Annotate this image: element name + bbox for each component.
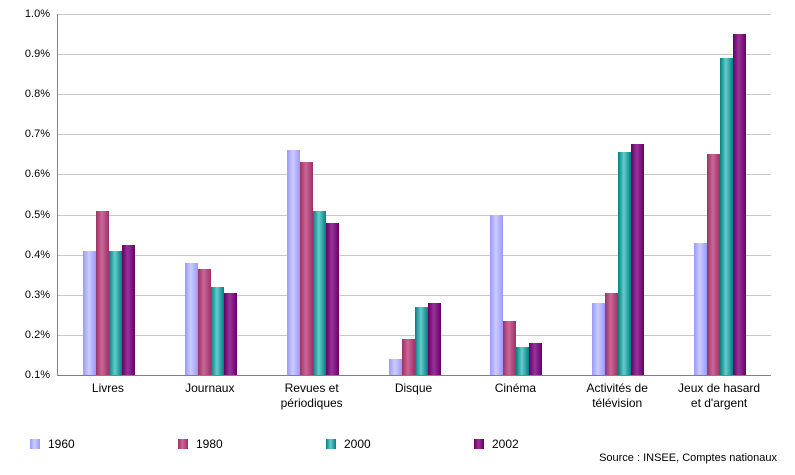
legend-label: 1960 bbox=[48, 437, 75, 451]
y-axis-tick-label: 0.8% bbox=[24, 88, 50, 101]
bar-2000 bbox=[618, 152, 632, 375]
bar-group bbox=[58, 14, 160, 375]
x-axis-category-label: Jeux de hasard et d'argent bbox=[678, 381, 761, 410]
plot-area bbox=[57, 14, 771, 376]
x-axis-category-labels: Livres Journaux Revues et périodiques Disqu… bbox=[57, 381, 770, 411]
bar-2002 bbox=[631, 144, 645, 375]
bar-1960 bbox=[388, 358, 402, 375]
gridline bbox=[58, 94, 771, 96]
legend-label: 2002 bbox=[492, 437, 519, 451]
x-axis-category-label: Disque bbox=[394, 381, 433, 395]
bar-2002 bbox=[325, 222, 339, 375]
source-note: Source : INSEE, Comptes nationaux bbox=[599, 452, 777, 464]
bar-group bbox=[364, 14, 466, 375]
x-axis-category-label: Revues et périodiques bbox=[280, 381, 343, 410]
bar-group bbox=[262, 14, 364, 375]
bar-group bbox=[669, 14, 771, 375]
legend-item-1980: 1980 bbox=[178, 437, 326, 451]
y-axis-tick-label: 0.1% bbox=[24, 369, 50, 381]
gridline bbox=[58, 134, 771, 136]
bar-1960 bbox=[592, 302, 606, 375]
legend-swatch-icon bbox=[30, 439, 40, 449]
legend-item-1960: 1960 bbox=[30, 437, 178, 451]
bar-group bbox=[567, 14, 669, 375]
legend-swatch-icon bbox=[474, 439, 484, 449]
bar-1980 bbox=[95, 210, 109, 375]
gridline bbox=[58, 54, 771, 56]
y-axis-tick-label: 1.0% bbox=[24, 8, 50, 20]
gridline bbox=[58, 294, 771, 296]
bar-1960 bbox=[286, 150, 300, 375]
y-axis-tick-label: 0.2% bbox=[24, 328, 50, 341]
bar-1980 bbox=[401, 338, 415, 375]
bar-1960 bbox=[82, 250, 96, 375]
y-axis-tick-label: 0.9% bbox=[24, 48, 50, 61]
bar-1980 bbox=[707, 154, 721, 375]
gridline bbox=[58, 14, 771, 15]
bar-group bbox=[465, 14, 567, 375]
legend-item-2002: 2002 bbox=[474, 437, 622, 451]
bar-2002 bbox=[529, 342, 543, 375]
legend-swatch-icon bbox=[326, 439, 336, 449]
bar-1960 bbox=[184, 262, 198, 375]
gridline bbox=[58, 174, 771, 176]
bar-1960 bbox=[490, 214, 504, 375]
legend: 1960 1980 2000 2002 bbox=[30, 437, 622, 451]
y-axis-tick-label: 0.4% bbox=[24, 248, 50, 261]
bar-2000 bbox=[516, 346, 530, 375]
y-axis-tick-label: 0.3% bbox=[24, 288, 50, 301]
bar-2002 bbox=[427, 302, 441, 375]
bar-group bbox=[160, 14, 262, 375]
x-axis-category-label: Cinéma bbox=[494, 381, 537, 395]
bar-2000 bbox=[210, 286, 224, 375]
legend-label: 2000 bbox=[344, 437, 371, 451]
legend-item-2000: 2000 bbox=[326, 437, 474, 451]
y-axis-tick-label: 0.6% bbox=[24, 168, 50, 181]
y-axis-tick-label: 0.5% bbox=[24, 208, 50, 221]
bar-1980 bbox=[503, 320, 517, 375]
legend-swatch-icon bbox=[178, 439, 188, 449]
x-axis-category-label: Livres bbox=[91, 381, 124, 395]
bar-groups bbox=[58, 14, 771, 375]
bar-2002 bbox=[733, 34, 747, 375]
gridline bbox=[58, 254, 771, 256]
bar-2000 bbox=[414, 306, 428, 375]
bar-2002 bbox=[223, 292, 237, 375]
bar-2002 bbox=[121, 244, 135, 375]
bar-1960 bbox=[694, 242, 708, 375]
bar-2000 bbox=[108, 250, 122, 375]
bar-1980 bbox=[299, 162, 313, 375]
bar-2000 bbox=[312, 210, 326, 375]
y-axis-tick-label: 0.7% bbox=[24, 128, 50, 141]
x-axis-category-label: Journaux bbox=[185, 381, 235, 395]
gridline bbox=[58, 214, 771, 216]
bar-1980 bbox=[605, 292, 619, 375]
bar-2000 bbox=[720, 58, 734, 375]
x-axis-category-label: Activités de télévision bbox=[586, 381, 648, 410]
legend-label: 1980 bbox=[196, 437, 223, 451]
bar-1980 bbox=[197, 268, 211, 375]
